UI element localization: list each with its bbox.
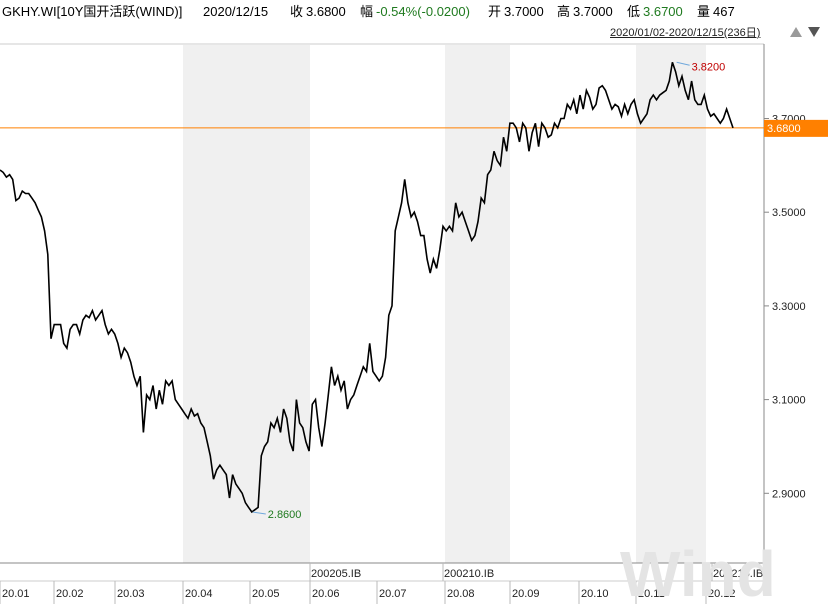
extreme-markers: 3.8200 2.8600 xyxy=(252,61,726,521)
contract-label: 200210.IB xyxy=(444,568,494,580)
range-down-icon[interactable] xyxy=(808,27,820,37)
y-tick-label: 3.5000 xyxy=(772,207,806,219)
high-arrow xyxy=(676,61,690,66)
x-tick-label: 20.08 xyxy=(447,588,475,600)
x-tick-label: 20.02 xyxy=(56,588,84,600)
open-value: 3.7000 xyxy=(504,4,544,19)
high-value-label: 3.8200 xyxy=(692,61,726,73)
last-price-value: 3.6800 xyxy=(767,123,801,135)
contract-bands xyxy=(183,45,706,563)
close-value: 3.6800 xyxy=(306,4,346,19)
low-value: 3.6700 xyxy=(643,4,683,19)
x-tick-label: 20.05 xyxy=(252,588,280,600)
y-tick-label: 3.3000 xyxy=(772,301,806,313)
y-tick-label: 3.1000 xyxy=(772,395,806,407)
date-range-text[interactable]: 2020/01/02-2020/12/15(236日) xyxy=(610,27,761,39)
x-tick-label: 20.12 xyxy=(708,588,736,600)
x-tick-label: 20.07 xyxy=(379,588,407,600)
x-tick-label: 20.09 xyxy=(512,588,540,600)
change-value: -0.54%(-0.0200) xyxy=(376,4,470,19)
x-tick-label: 20.03 xyxy=(117,588,145,600)
contract-band xyxy=(636,45,706,563)
volume-label: 量 xyxy=(697,4,711,19)
contract-label: 200205.IB xyxy=(311,568,361,580)
quote-header: GKHY.WI[10Y国开活跃(WIND)] 2020/12/15 收 3.68… xyxy=(0,0,828,24)
close-label: 收 xyxy=(290,4,304,19)
volume-value: 467 xyxy=(713,4,735,19)
x-axis: 20.01 20.02 20.03 20.04 20.05 20.06 20.07 20.08… xyxy=(0,581,736,604)
open-label: 开 xyxy=(488,4,502,19)
price-series-line xyxy=(0,62,734,514)
last-price-tag: 3.6800 xyxy=(764,119,828,137)
high-label: 高 xyxy=(557,4,571,19)
x-tick-label: 20.01 xyxy=(2,588,30,600)
x-tick-label: 20.04 xyxy=(185,588,213,600)
contract-band xyxy=(445,45,510,563)
wind-watermark: Wind xyxy=(620,538,776,607)
last-price-box xyxy=(764,119,828,137)
x-tick-label: 20.10 xyxy=(581,588,609,600)
high-value: 3.7000 xyxy=(573,4,613,19)
x-tick-label: 20.11 xyxy=(638,588,665,600)
low-arrow xyxy=(252,511,266,515)
date-range-selector[interactable]: 2020/01/02-2020/12/15(236日) xyxy=(560,25,828,41)
low-label: 低 xyxy=(627,4,641,19)
ticker-title: GKHY.WI[10Y国开活跃(WIND)] xyxy=(2,4,183,19)
quote-date: 2020/12/15 xyxy=(203,4,269,19)
contract-labels: 200205.IB 200210.IB 200215.IB xyxy=(309,563,763,581)
y-tick-label: 2.9000 xyxy=(772,488,806,500)
low-value-label: 2.8600 xyxy=(268,509,302,521)
contract-band xyxy=(183,45,310,563)
change-label: 幅 xyxy=(360,4,374,19)
range-up-icon[interactable] xyxy=(790,27,802,37)
x-tick-label: 20.06 xyxy=(312,588,340,600)
contract-label: 200215.IB xyxy=(713,568,763,580)
